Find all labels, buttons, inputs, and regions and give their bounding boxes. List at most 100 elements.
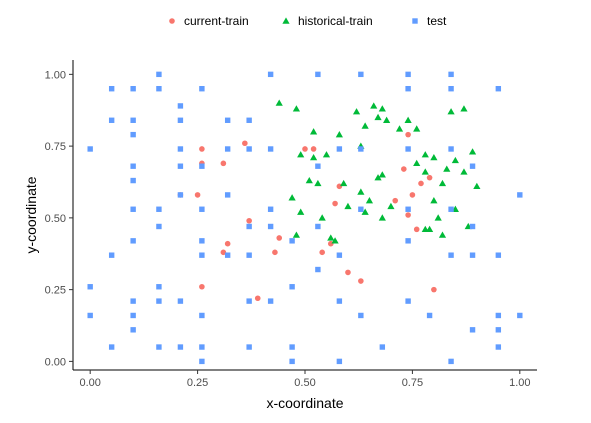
test-point (405, 298, 411, 304)
test-point (469, 252, 476, 258)
test-point (156, 223, 162, 230)
historical-train-point (473, 182, 481, 189)
historical-train-point (430, 153, 438, 161)
test-point (336, 358, 343, 365)
current-train-point (426, 174, 433, 181)
test-point (130, 238, 136, 244)
historical-train-point (378, 105, 386, 112)
historical-train-point (421, 168, 429, 175)
x-tick-label: 1.00 (509, 377, 530, 389)
historical-train-point (305, 176, 313, 184)
current-train-point (242, 140, 248, 147)
current-train-point (310, 146, 317, 152)
test-point (448, 71, 454, 78)
test-point (156, 86, 162, 92)
test-point (469, 163, 476, 169)
test-point (289, 284, 295, 290)
test-point (156, 298, 162, 304)
historical-train-point (438, 179, 447, 187)
test-point (336, 298, 343, 304)
historical-train-point (340, 179, 348, 187)
legend-key-current-train (169, 18, 175, 24)
current-train-point (199, 146, 205, 152)
historical-train-point (421, 151, 429, 158)
test-point (379, 344, 386, 350)
historical-train-point (447, 108, 455, 115)
test-point (358, 206, 364, 212)
historical-train-point (322, 151, 331, 158)
test-point (448, 358, 454, 365)
historical-train-point (378, 171, 386, 178)
current-train-point (413, 226, 420, 233)
legend-item-historical-train: historical-train (282, 14, 373, 28)
current-train-point (431, 286, 437, 293)
legend: current-train historical-train test (169, 14, 447, 28)
test-point (177, 117, 184, 123)
test-point (199, 206, 205, 212)
test-point (405, 238, 411, 244)
historical-train-point (387, 202, 395, 210)
x-axis-ticks: 0.00 0.25 0.50 0.75 1.00 (79, 370, 531, 389)
historical-train-point (288, 194, 296, 201)
current-train-point (319, 249, 325, 256)
test-point (177, 192, 184, 198)
test-point (130, 298, 136, 304)
x-tick-label: 0.50 (294, 377, 315, 389)
test-point (405, 71, 411, 78)
current-train-point (220, 160, 227, 167)
current-train-point (405, 212, 411, 218)
test-point (199, 358, 205, 365)
current-train-point (418, 180, 424, 187)
historical-train-point (413, 125, 421, 132)
test-point (426, 312, 433, 319)
historical-train-point (460, 168, 468, 175)
test-point (448, 86, 454, 92)
test-point (156, 206, 162, 212)
test-point (224, 252, 231, 258)
current-train-point (332, 200, 338, 207)
test-point (87, 284, 93, 290)
test-point (246, 298, 252, 304)
y-axis-title: y-coordinate (23, 176, 39, 253)
test-point (267, 206, 274, 212)
current-train-point (409, 192, 416, 198)
legend-key-historical-train (282, 17, 290, 24)
test-point (405, 146, 411, 152)
historical-train-point (297, 151, 305, 158)
test-point (199, 312, 205, 319)
historical-train-point (374, 174, 382, 181)
x-tick-label: 0.25 (187, 377, 208, 389)
historical-train-point (318, 214, 326, 221)
current-train-point (224, 240, 231, 247)
test-point (199, 344, 205, 350)
test-point (358, 312, 364, 319)
historical-train-point (297, 208, 305, 215)
historical-train-point (275, 99, 283, 106)
test-point (315, 266, 321, 273)
test-point (199, 252, 205, 258)
test-point (315, 223, 321, 230)
test-point (246, 344, 252, 350)
current-train-point (358, 278, 364, 284)
historical-train-point (309, 128, 318, 135)
series-test (87, 71, 523, 365)
test-point (87, 146, 93, 152)
y-tick-label: 0.75 (45, 141, 66, 153)
y-tick-label: 0.25 (45, 285, 66, 297)
test-point (358, 146, 364, 152)
test-point (199, 86, 205, 92)
test-point (495, 344, 502, 350)
historical-train-point (357, 188, 365, 195)
test-point (177, 298, 184, 304)
test-point (108, 344, 115, 350)
current-train-point (272, 249, 278, 256)
legend-label-historical-train: historical-train (298, 14, 373, 28)
historical-train-point (395, 125, 404, 132)
legend-label-current-train: current-train (184, 14, 249, 28)
data-points (87, 71, 523, 365)
test-point (108, 86, 115, 92)
test-point (156, 284, 162, 290)
historical-train-point (309, 153, 318, 161)
test-point (246, 223, 252, 230)
